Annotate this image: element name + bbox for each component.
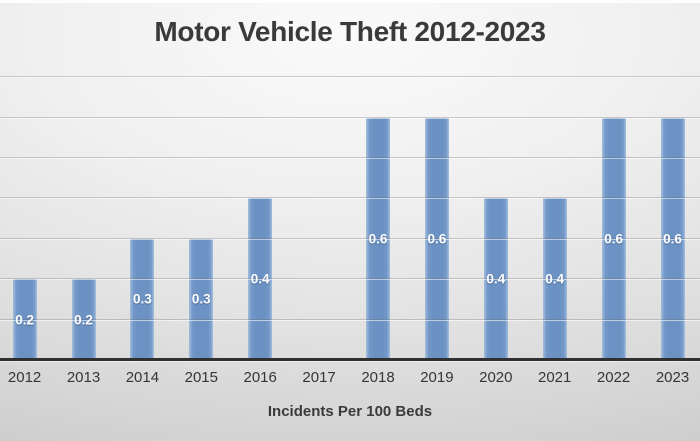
x-tick-label-2017: 2017 (302, 369, 336, 386)
bar-2012 (12, 279, 37, 360)
bar-2023 (660, 117, 685, 360)
gridline-0.2 (0, 278, 700, 281)
gridline-0.6 (0, 116, 700, 119)
x-tick-label-2021: 2021 (538, 369, 572, 386)
gridline-0.5 (0, 157, 700, 159)
x-tick-label-2015: 2015 (184, 369, 218, 386)
bar-2016 (248, 198, 273, 360)
bar-value-label-2012: 0.2 (15, 312, 34, 328)
bar-2015 (189, 238, 214, 360)
bar-value-label-2021: 0.4 (545, 271, 565, 287)
x-tick-label-2019: 2019 (420, 369, 454, 386)
bar-2019 (424, 117, 449, 360)
bar-value-label-2019: 0.6 (427, 231, 447, 247)
bar-2014 (130, 238, 155, 360)
bar-value-label-2020: 0.4 (486, 271, 506, 287)
bar-value-label-2022: 0.6 (604, 231, 623, 247)
x-tick-label-2012: 2012 (7, 369, 42, 386)
x-tick-label-2013: 2013 (66, 369, 101, 386)
gridline-0.1 (0, 318, 700, 321)
bar-2018 (366, 117, 390, 360)
bar-value-label-2013: 0.2 (74, 312, 93, 328)
x-tick-label-2018: 2018 (361, 369, 395, 386)
x-tick-label-2023: 2023 (655, 369, 690, 386)
x-axis-line (0, 358, 700, 361)
chart-title: Motor Vehicle Theft 2012-2023 (154, 16, 546, 47)
x-tick-label-2016: 2016 (243, 369, 277, 386)
bar-value-label-2014: 0.3 (133, 291, 152, 307)
x-tick-label-2020: 2020 (479, 369, 513, 386)
x-tick-label-2022: 2022 (596, 369, 631, 386)
bar-2020 (483, 198, 508, 360)
bar-value-label-2016: 0.4 (250, 271, 270, 287)
x-axis-title: Incidents Per 100 Beds (267, 403, 433, 420)
gridline-0.4 (0, 197, 700, 200)
bar-value-label-2023: 0.6 (663, 231, 682, 247)
gridline-0.3 (0, 237, 700, 240)
slide-top-highlight (0, 0, 700, 3)
bar-2013 (71, 279, 96, 360)
bar-2022 (601, 117, 626, 360)
bar-value-label-2015: 0.3 (191, 291, 211, 307)
bar-2021 (542, 198, 567, 360)
x-tick-label-2014: 2014 (125, 369, 160, 386)
gridline-0.7 (0, 76, 700, 79)
bar-value-label-2018: 0.6 (368, 231, 388, 247)
